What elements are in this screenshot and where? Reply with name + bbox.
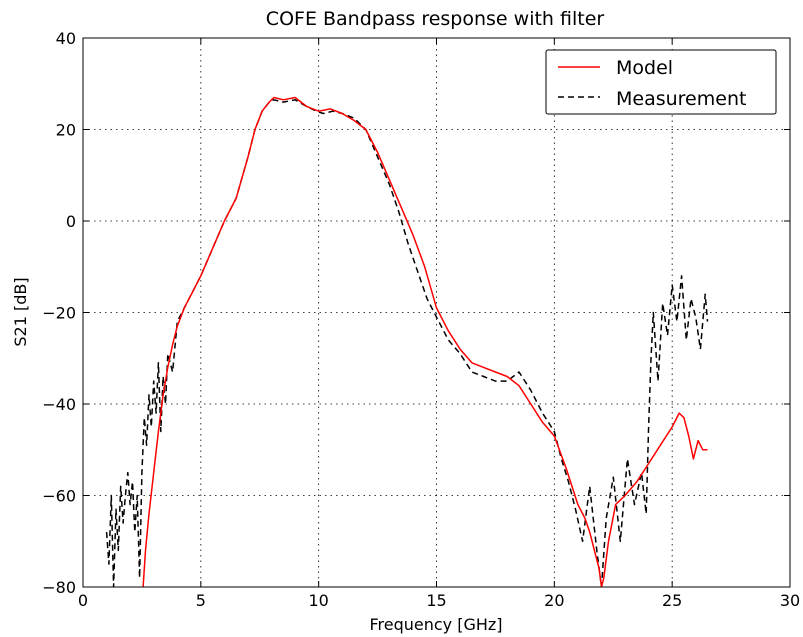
y-tick-label: 0 (66, 212, 76, 231)
series-group (105, 96, 709, 587)
series-line-model (142, 96, 708, 587)
y-tick-label: −20 (42, 304, 76, 323)
y-tick-label: −40 (42, 395, 76, 414)
y-axis-label: S21 [dB] (11, 277, 30, 346)
plot-area (105, 96, 709, 587)
ticks (82, 37, 791, 588)
legend-label-measurement: Measurement (616, 88, 746, 110)
x-tick-label: 10 (308, 591, 328, 610)
legend: Model Measurement (545, 49, 777, 115)
legend-label-model: Model (616, 57, 673, 79)
tick-labels: 0 5 10 15 20 25 30 −80 −60 −40 −20 0 20 40 (42, 29, 800, 610)
y-tick-label: −80 (42, 578, 76, 597)
chart-title: COFE Bandpass response with filter (266, 8, 605, 30)
y-tick-label: 40 (56, 29, 76, 48)
x-tick-label: 5 (196, 591, 206, 610)
x-tick-label: 25 (662, 591, 682, 610)
x-tick-label: 20 (544, 591, 564, 610)
legend-box (545, 49, 777, 115)
y-tick-label: 20 (56, 121, 76, 140)
grid (83, 38, 790, 587)
x-tick-label: 30 (780, 591, 800, 610)
y-tick-label: −60 (42, 487, 76, 506)
series-line-measurement (105, 99, 709, 587)
x-axis-label: Frequency [GHz] (369, 615, 502, 634)
x-tick-label: 0 (78, 591, 88, 610)
x-tick-label: 15 (426, 591, 446, 610)
